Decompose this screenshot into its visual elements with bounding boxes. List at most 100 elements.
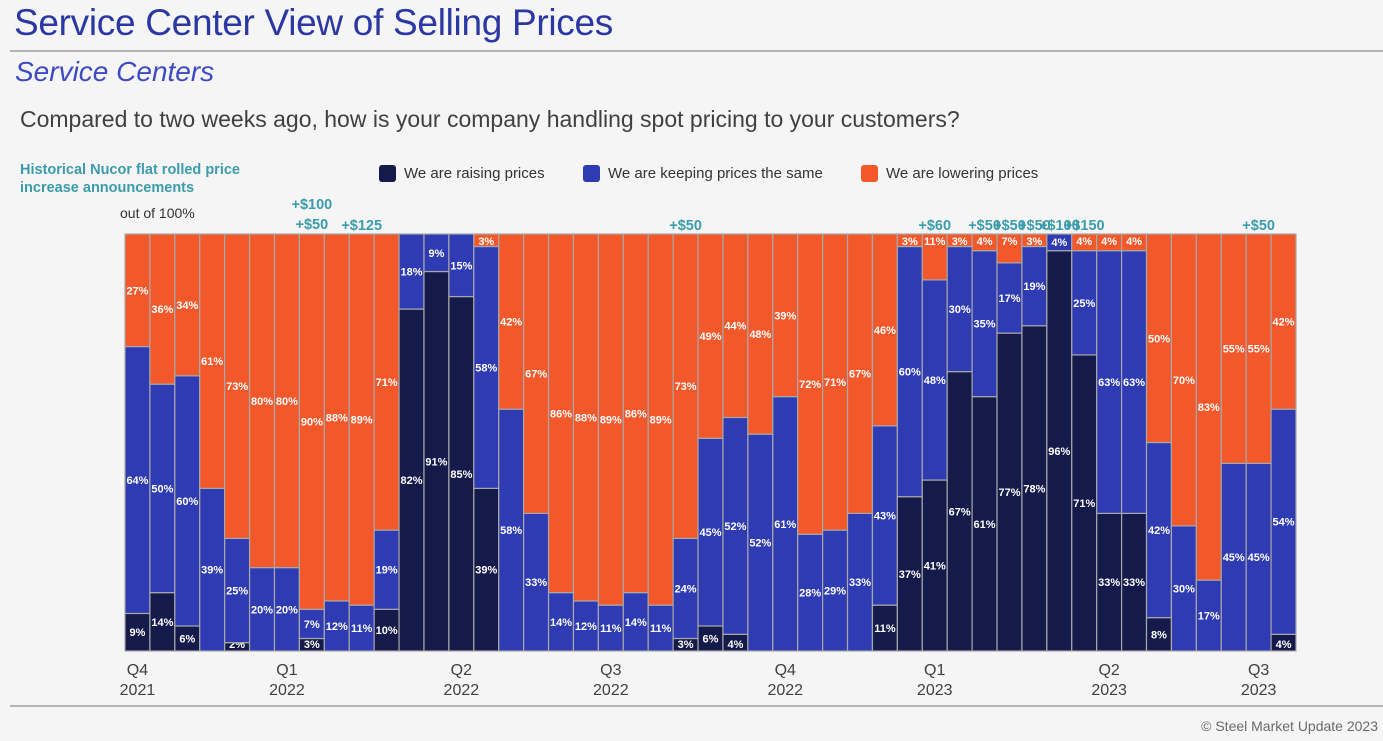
bar-value-label: 4% [1076,236,1092,248]
bar-value-label: 11% [924,236,946,248]
bar-segment-keeping [697,437,724,627]
bar-value-label: 63% [1098,377,1120,389]
legend-label-lowering: We are lowering prices [886,164,1039,182]
bar-value-label: 6% [179,633,195,645]
bar-value-label: 73% [675,381,697,393]
bar-value-label: 67% [949,506,971,518]
bar-segment-keeping [1021,245,1048,327]
x-tick-quarter: Q4 [127,662,148,679]
bar-segment-keeping [996,262,1023,334]
bar-value-label: 11% [874,623,896,635]
x-tick-year: 2022 [444,682,480,699]
bar-segment-raising [697,625,724,652]
bar-value-label: 36% [151,304,173,316]
bar-value-label: 10% [376,625,398,637]
page-subtitle: Service Centers [15,56,215,87]
bar-segment-raising [124,612,151,652]
bar-value-label: 18% [401,267,423,279]
announcement-label: +$50 [1018,218,1051,234]
bar-segment-raising [971,396,998,652]
bar-value-label: 48% [749,329,771,341]
bar-value-label: 11% [351,623,373,635]
bar-value-label: 88% [575,412,597,424]
bar-value-label: 49% [699,331,721,343]
x-tick-quarter: Q3 [600,662,621,679]
copyright: © Steel Market Update 2023 [1201,718,1378,734]
bar-value-label: 4% [1126,236,1142,248]
bar-segment-lowering [1245,233,1272,464]
bar-segment-lowering [772,233,799,398]
bar-value-label: 50% [151,483,173,495]
bar-value-label: 58% [475,362,497,374]
bar-segment-lowering [547,233,575,594]
bar-value-label: 67% [849,369,871,381]
x-tick-quarter: Q2 [1098,662,1119,679]
bar-value-label: 61% [201,356,223,368]
x-tick-year: 2022 [767,682,803,699]
legend-raising: We are raising prices [379,163,545,183]
bar-segment-raising [871,604,898,652]
bar-segment-keeping [672,537,699,640]
bar-value-label: 3% [304,639,320,651]
bar-value-label: 12% [326,621,348,633]
bar-segment-lowering [921,233,948,281]
announcement-label: +$50 [296,217,329,233]
bar-value-label: 14% [151,617,173,629]
bar-segment-keeping [523,512,550,652]
bar-segment-lowering [1270,233,1297,410]
bar-segment-keeping [398,233,425,310]
bar-segment-lowering [672,233,699,540]
bar-segment-lowering [224,233,251,540]
bar-value-label: 39% [201,565,223,577]
x-tick-year: 2021 [120,682,156,699]
bar-value-label: 33% [849,577,871,589]
bar-segment-raising [1046,250,1073,652]
bar-value-label: 3% [678,639,694,651]
bar-segment-lowering [846,233,874,514]
x-tick-quarter: Q1 [276,662,297,679]
bar-value-label: 3% [952,236,968,248]
x-tick-quarter: Q1 [924,662,945,679]
bar-value-label: 3% [902,236,918,248]
bar-value-label: 89% [351,415,373,427]
bar-value-label: 46% [874,325,896,337]
bar-segment-keeping [1270,408,1297,635]
bar-segment-keeping [348,604,375,652]
bar-segment-raising [896,496,923,652]
bar-value-label: 77% [998,487,1020,499]
bar-value-label: 45% [1223,552,1245,564]
bar-segment-keeping [572,600,599,652]
bar-segment-raising [174,625,201,652]
bar-value-label: 85% [450,469,472,481]
announcement-label: +$60 [918,218,951,234]
bar-value-label: 44% [724,321,746,333]
bar-value-label: 30% [1173,583,1195,595]
legend-swatch-lowering [861,164,878,182]
bar-value-label: 73% [226,381,248,393]
bar-value-label: 39% [774,310,796,322]
bar-segment-keeping [124,345,151,615]
bar-value-label: 48% [924,375,946,387]
bar-segment-keeping [647,604,674,652]
bar-segment-keeping [971,250,998,398]
bar-segment-lowering [747,233,774,435]
bar-value-label: 88% [326,412,348,424]
title-divider [10,50,1383,52]
bar-value-label: 52% [724,521,746,533]
bar-value-label: 86% [550,408,572,420]
bar-value-label: 29% [824,586,846,598]
bar-value-label: 70% [1173,375,1195,387]
bar-value-label: 41% [924,561,946,573]
bar-value-label: 11% [650,623,672,635]
footer-divider [10,705,1383,707]
bar-segment-keeping [1245,462,1272,652]
bar-segment-keeping [149,383,176,594]
bar-value-label: 4% [977,236,993,248]
bar-value-label: 17% [1198,611,1220,623]
bar-value-label: 80% [276,396,298,408]
legend-swatch-raising [379,164,396,182]
legend-lowering: We are lowering prices [861,163,1038,183]
bar-value-label: 72% [799,379,821,391]
bar-value-label: 60% [899,367,921,379]
bar-value-label: 64% [126,475,148,487]
